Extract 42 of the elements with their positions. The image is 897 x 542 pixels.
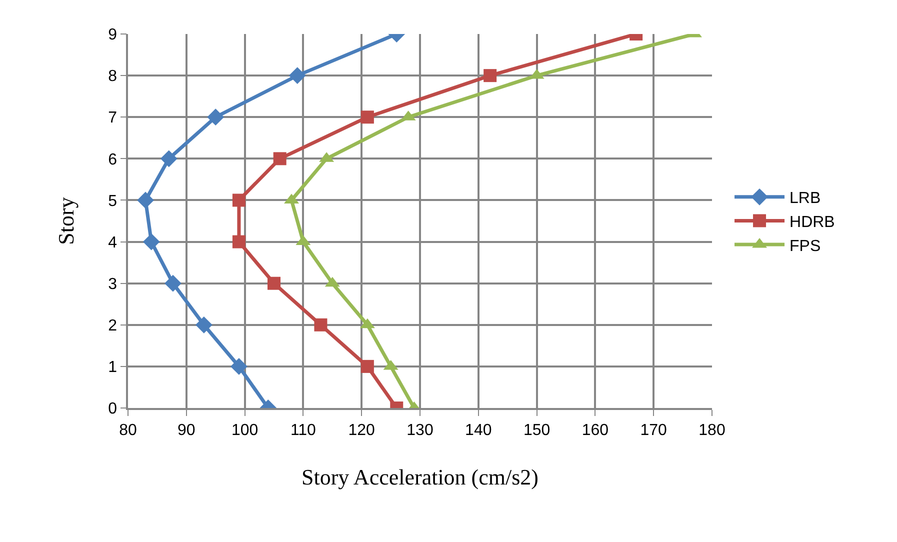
point [164,274,182,292]
point [207,108,224,126]
x-tick-label: 80 [119,422,137,439]
point [137,192,154,209]
x-axis-title: Story Acceleration (cm/s2) [301,464,539,490]
point [360,360,374,373]
point [160,150,178,168]
y-tick-label: 7 [108,110,118,127]
point [268,276,280,290]
x-tick-label: 180 [698,422,726,439]
x-tick-label: 100 [231,422,258,439]
y-tick-label: 9 [108,26,118,44]
y-tick-label: 5 [108,192,118,210]
legend-label: HDRB [790,214,835,231]
y-tick-label: 6 [108,151,118,168]
y-tick-label: 4 [108,234,118,252]
point [314,318,328,332]
y-tick-label: 3 [108,276,118,293]
y-tick-label: 2 [108,317,118,334]
y-axis-title: Story [54,197,78,245]
x-tick-label: 110 [290,422,316,439]
legend-label: FPS [790,238,821,255]
y-tick-label: 1 [108,359,118,376]
x-tick-label: 150 [523,422,550,439]
x-tick-label: 160 [582,422,609,439]
point [288,67,306,84]
point [195,316,212,334]
y-tick-label: 8 [108,68,118,86]
x-tick-label: 130 [406,422,434,439]
point [230,358,248,375]
x-tick-label: 90 [178,422,196,439]
point [232,194,246,207]
legend-label: LRB [790,190,821,208]
point [273,152,286,166]
point [142,233,160,250]
y-tick-label: 0 [108,400,118,418]
x-tick-label: 120 [348,422,376,439]
x-tick-label: 140 [465,422,492,439]
point [360,110,374,124]
x-tick-label: 170 [640,422,668,439]
point [484,69,497,82]
point [232,235,246,248]
